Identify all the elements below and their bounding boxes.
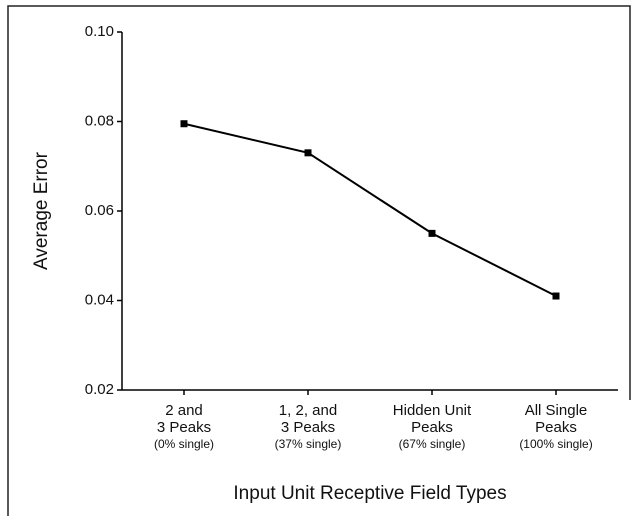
x-tick-label: Peaks: [535, 419, 577, 436]
marker: [304, 149, 312, 157]
x-axis-label: Input Unit Receptive Field Types: [233, 483, 506, 504]
x-tick-label: (67% single): [399, 437, 466, 451]
x-tick-label: 2 and: [165, 402, 203, 419]
y-tick-label: 0.04: [85, 291, 114, 308]
x-tick-label: Peaks: [411, 419, 453, 436]
x-tick-label: 3 Peaks: [281, 419, 335, 436]
x-tick-label: Hidden Unit: [393, 402, 472, 419]
marker: [180, 120, 188, 128]
x-tick-label: 3 Peaks: [157, 419, 211, 436]
x-tick-label: (37% single): [275, 437, 342, 451]
y-tick-label: 0.06: [85, 202, 114, 219]
y-tick-label: 0.02: [85, 381, 114, 398]
x-tick-label: (0% single): [154, 437, 214, 451]
x-tick-label: (100% single): [519, 437, 592, 451]
line: [183, 122, 557, 297]
y-tick-label: 0.08: [85, 112, 114, 129]
marker: [428, 229, 436, 237]
x-tick-label: 1, 2, and: [279, 402, 337, 419]
y-axis-label: Average Error: [31, 151, 52, 270]
y-tick-label: 0.10: [85, 23, 114, 40]
frame: [7, 5, 631, 516]
marker: [552, 292, 560, 300]
x-tick-label: All Single: [525, 402, 588, 419]
